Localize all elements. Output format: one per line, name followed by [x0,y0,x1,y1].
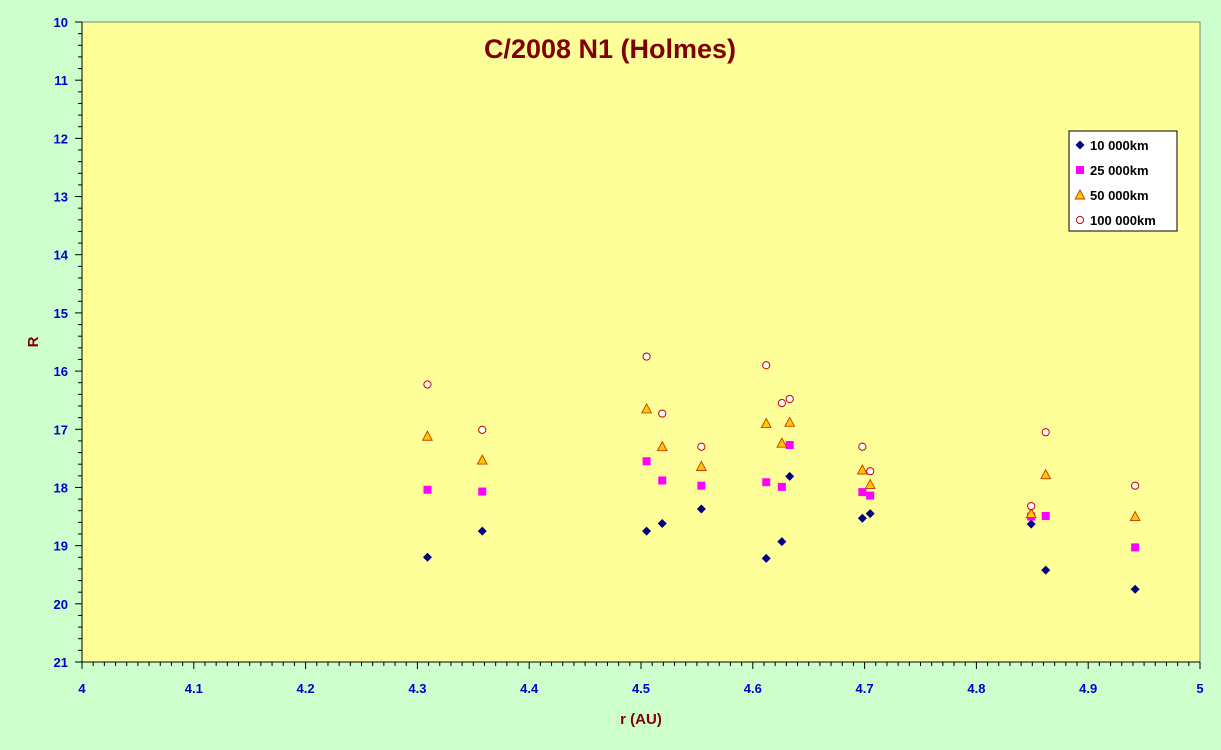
data-points [421,352,1141,594]
x-tick-label: 4.2 [297,681,315,696]
legend-marker [1075,215,1085,225]
point-50000km [856,464,868,475]
point-25000km [866,491,875,500]
axes: 4 4.1 4.2 4.3 4.4 4.5 4.6 4.7 4.8 4.9 5 10 11 12 13 14 1… [54,15,1204,696]
y-tick-label: 17 [54,422,68,437]
y-tick-label: 10 [54,15,68,30]
point-100000km [697,442,706,451]
point-10000km [865,509,875,519]
legend-marker [1074,189,1086,200]
x-tick-label: 4 [78,681,86,696]
point-100000km [1027,501,1036,511]
point-50000km [421,430,434,441]
point-10000km [642,526,652,536]
x-tick-label: 4.4 [520,681,539,696]
point-10000km [477,526,487,536]
legend-label: 25 000km [1090,163,1149,178]
point-25000km [777,482,786,491]
point-50000km [776,437,788,448]
point-10000km [857,513,867,523]
point-10000km [761,553,771,563]
x-tick-label: 4.1 [185,681,203,696]
point-50000km [1025,507,1037,519]
point-50000km [864,478,876,489]
point-100000km [658,409,667,418]
point-100000km [1131,481,1140,490]
x-tick-label: 4.7 [856,681,874,696]
point-50000km [760,417,772,428]
point-25000km [478,487,487,496]
plot-area [81,21,1201,663]
point-10000km [1026,519,1036,529]
point-25000km [762,478,771,487]
legend-marker [1075,140,1085,150]
point-50000km [1129,510,1141,521]
y-axis-title: R [25,336,42,347]
point-10000km [785,471,795,481]
point-10000km [657,519,667,529]
x-tick-label: 4.6 [744,681,762,696]
x-axis-title: r (AU) [620,711,662,728]
point-25000km [858,488,867,497]
x-tick-label: 4.3 [408,681,426,696]
point-25000km [697,481,706,490]
y-tick-label: 12 [54,131,68,146]
point-100000km [478,425,487,434]
point-100000km [423,380,432,389]
point-50000km [476,454,488,465]
point-25000km [1131,543,1140,552]
y-tick-label: 21 [54,655,68,670]
y-tick-label: 11 [54,73,68,88]
point-10000km [422,552,432,562]
y-tick-label: 15 [54,306,68,321]
point-25000km [658,476,667,485]
point-10000km [1041,565,1051,575]
point-25000km [1041,511,1050,520]
point-100000km [866,467,875,476]
y-tick-label: 19 [54,539,68,554]
legend-label: 100 000km [1090,213,1156,228]
point-100000km [1041,428,1050,437]
point-100000km [858,442,867,451]
point-25000km [785,440,794,449]
x-tick-label: 4.8 [967,681,985,696]
x-tick-label: 5 [1196,681,1203,696]
y-tick-label: 16 [54,364,68,379]
point-100000km [777,398,786,408]
y-tick-label: 13 [54,190,68,205]
point-100000km [785,394,794,404]
legend-label: 10 000km [1090,138,1149,153]
y-tick-label: 18 [54,480,68,495]
y-tick-label: 14 [54,248,69,263]
point-10000km [777,537,787,547]
point-50000km [784,416,796,427]
x-tick-label: 4.9 [1079,681,1097,696]
point-25000km [642,457,651,466]
point-50000km [695,460,707,471]
point-25000km [423,485,432,494]
legend-label: 50 000km [1090,188,1149,203]
point-50000km [656,440,668,452]
point-50000km [641,402,653,414]
legend: 10 000km 25 000km 50 000km 100 000km [1068,130,1178,232]
legend-marker [1076,166,1084,174]
point-10000km [696,504,706,514]
y-tick-label: 20 [54,597,68,612]
x-tick-label: 4.5 [632,681,650,696]
point-100000km [762,361,771,370]
legend-box [1068,130,1178,232]
point-50000km [1040,468,1052,480]
point-10000km [1130,584,1140,594]
point-100000km [642,352,651,361]
chart-title: C/2008 N1 (Holmes) [484,34,736,64]
